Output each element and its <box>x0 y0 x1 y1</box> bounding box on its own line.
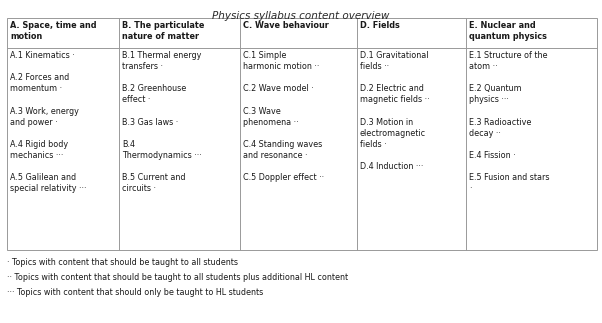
Text: Physics syllabus content overview: Physics syllabus content overview <box>213 11 389 21</box>
Text: E.1 Structure of the
atom ··

E.2 Quantum
physics ···

E.3 Radioactive
decay ··
: E.1 Structure of the atom ·· E.2 Quantum… <box>469 51 550 193</box>
Text: A.1 Kinematics ·

A.2 Forces and
momentum ·

A.3 Work, energy
and power ·

A.4 R: A.1 Kinematics · A.2 Forces and momentum… <box>10 51 87 193</box>
Bar <box>7 18 597 250</box>
Text: A. Space, time and
motion: A. Space, time and motion <box>10 21 96 41</box>
Text: ·· Topics with content that should be taught to all students plus additional HL : ·· Topics with content that should be ta… <box>7 273 348 282</box>
Text: B.1 Thermal energy
transfers ·

B.2 Greenhouse
effect ·

B.3 Gas laws ·

B.4
The: B.1 Thermal energy transfers · B.2 Green… <box>122 51 202 193</box>
Text: · Topics with content that should be taught to all students: · Topics with content that should be tau… <box>7 258 238 267</box>
Text: C. Wave behaviour: C. Wave behaviour <box>243 21 329 30</box>
Text: ··· Topics with content that should only be taught to HL students: ··· Topics with content that should only… <box>7 288 263 297</box>
Text: D. Fields: D. Fields <box>360 21 400 30</box>
Text: C.1 Simple
harmonic motion ··

C.2 Wave model ·

C.3 Wave
phenomena ··

C.4 Stan: C.1 Simple harmonic motion ·· C.2 Wave m… <box>243 51 324 182</box>
Text: B. The particulate
nature of matter: B. The particulate nature of matter <box>122 21 205 41</box>
Text: D.1 Gravitational
fields ··

D.2 Electric and
magnetic fields ··

D.3 Motion in
: D.1 Gravitational fields ·· D.2 Electric… <box>360 51 429 171</box>
Text: E. Nuclear and
quantum physics: E. Nuclear and quantum physics <box>469 21 547 41</box>
